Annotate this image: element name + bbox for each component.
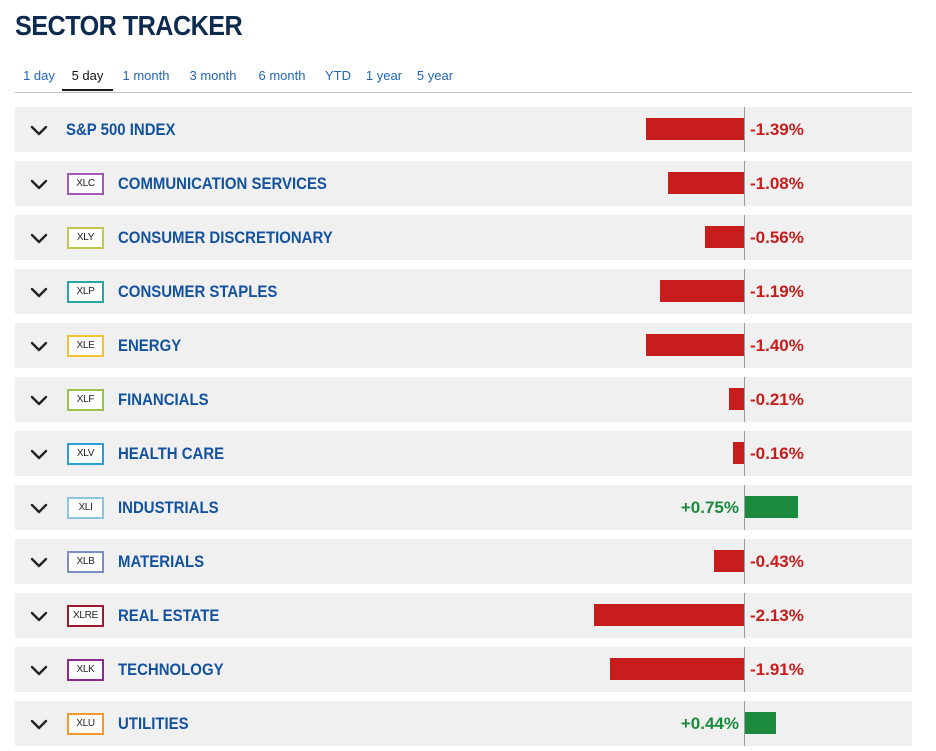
ticker-badge: XLP (67, 281, 104, 303)
change-bar (668, 172, 744, 194)
zero-axis-line (744, 647, 745, 692)
change-percent: -1.39% (750, 120, 804, 139)
zero-axis-line (744, 215, 745, 260)
change-percent: -1.19% (750, 282, 804, 301)
chevron-down-icon[interactable] (29, 228, 49, 248)
chevron-down-icon[interactable] (29, 444, 49, 464)
ticker-badge: XLF (67, 389, 104, 411)
sector-name[interactable]: S&P 500 INDEX (66, 120, 176, 139)
page-title: SECTOR TRACKER (15, 10, 243, 41)
chevron-down-icon[interactable] (29, 606, 49, 626)
sector-row[interactable]: XLC COMMUNICATION SERVICES -1.08% (15, 161, 912, 206)
change-percent: -1.08% (750, 174, 804, 193)
change-bar (729, 388, 744, 410)
change-bar (745, 496, 798, 518)
ticker-badge: XLK (67, 659, 104, 681)
change-bar (705, 226, 744, 248)
sector-name[interactable]: REAL ESTATE (118, 606, 220, 625)
change-bar (745, 712, 776, 734)
sector-row[interactable]: XLK TECHNOLOGY -1.91% (15, 647, 912, 692)
ticker-badge: XLV (67, 443, 104, 465)
zero-axis-line (744, 377, 745, 422)
zero-axis-line (744, 269, 745, 314)
change-percent: -1.91% (750, 660, 804, 679)
chevron-down-icon[interactable] (29, 174, 49, 194)
zero-axis-line (744, 701, 745, 746)
change-bar (660, 280, 744, 302)
tab-6-month[interactable]: 6 month (258, 68, 306, 83)
tab-ytd[interactable]: YTD (325, 68, 351, 83)
sector-name[interactable]: FINANCIALS (118, 390, 209, 409)
change-percent: -0.16% (750, 444, 804, 463)
chevron-down-icon[interactable] (29, 660, 49, 680)
ticker-badge: XLC (67, 173, 104, 195)
sector-row[interactable]: XLE ENERGY -1.40% (15, 323, 912, 368)
tab-1-year[interactable]: 1 year (365, 68, 403, 83)
zero-axis-line (744, 593, 745, 638)
tab-5-day[interactable]: 5 day (62, 62, 113, 91)
sector-name[interactable]: UTILITIES (118, 714, 189, 733)
sector-row[interactable]: S&P 500 INDEX -1.39% (15, 107, 912, 152)
zero-axis-line (744, 485, 745, 530)
ticker-badge: XLB (67, 551, 104, 573)
change-bar (594, 604, 744, 626)
sector-row[interactable]: XLI INDUSTRIALS +0.75% (15, 485, 912, 530)
tab-5-year[interactable]: 5 year (416, 68, 454, 83)
chevron-down-icon[interactable] (29, 336, 49, 356)
change-percent: -1.40% (750, 336, 804, 355)
sector-row[interactable]: XLRE REAL ESTATE -2.13% (15, 593, 912, 638)
ticker-badge: XLE (67, 335, 104, 357)
sector-row[interactable]: XLP CONSUMER STAPLES -1.19% (15, 269, 912, 314)
sector-name[interactable]: ENERGY (118, 336, 182, 355)
change-percent: +0.44% (680, 714, 739, 733)
sector-name[interactable]: CONSUMER DISCRETIONARY (118, 228, 333, 247)
timeframe-tabs: 1 day 5 day 1 month 3 month 6 month YTD … (15, 62, 912, 93)
chevron-down-icon[interactable] (29, 282, 49, 302)
change-bar (646, 118, 744, 140)
sector-name[interactable]: TECHNOLOGY (118, 660, 224, 679)
change-percent: -0.21% (750, 390, 804, 409)
ticker-badge: XLI (67, 497, 104, 519)
zero-axis-line (744, 161, 745, 206)
zero-axis-line (744, 323, 745, 368)
tab-1-month[interactable]: 1 month (122, 68, 170, 83)
sector-name[interactable]: INDUSTRIALS (118, 498, 219, 517)
sector-row[interactable]: XLF FINANCIALS -0.21% (15, 377, 912, 422)
change-percent: -2.13% (750, 606, 804, 625)
change-bar (646, 334, 744, 356)
chevron-down-icon[interactable] (29, 120, 49, 140)
change-percent: -0.56% (750, 228, 804, 247)
sector-row[interactable]: XLB MATERIALS -0.43% (15, 539, 912, 584)
change-percent: -0.43% (750, 552, 804, 571)
change-bar (714, 550, 744, 572)
sector-row[interactable]: XLU UTILITIES +0.44% (15, 701, 912, 746)
sector-name[interactable]: COMMUNICATION SERVICES (118, 174, 327, 193)
chevron-down-icon[interactable] (29, 714, 49, 734)
chevron-down-icon[interactable] (29, 498, 49, 518)
zero-axis-line (744, 107, 745, 152)
sector-name[interactable]: CONSUMER STAPLES (118, 282, 278, 301)
zero-axis-line (744, 539, 745, 584)
sector-row[interactable]: XLY CONSUMER DISCRETIONARY -0.56% (15, 215, 912, 260)
ticker-badge: XLY (67, 227, 104, 249)
tab-1-day[interactable]: 1 day (23, 68, 55, 83)
change-bar (610, 658, 744, 680)
sector-name[interactable]: HEALTH CARE (118, 444, 225, 463)
sector-name[interactable]: MATERIALS (118, 552, 205, 571)
chevron-down-icon[interactable] (29, 552, 49, 572)
tab-3-month[interactable]: 3 month (189, 68, 237, 83)
sector-row[interactable]: XLV HEALTH CARE -0.16% (15, 431, 912, 476)
ticker-badge: XLRE (67, 605, 104, 627)
chevron-down-icon[interactable] (29, 390, 49, 410)
change-percent: +0.75% (680, 498, 739, 517)
change-bar (733, 442, 744, 464)
ticker-badge: XLU (67, 713, 104, 735)
zero-axis-line (744, 431, 745, 476)
